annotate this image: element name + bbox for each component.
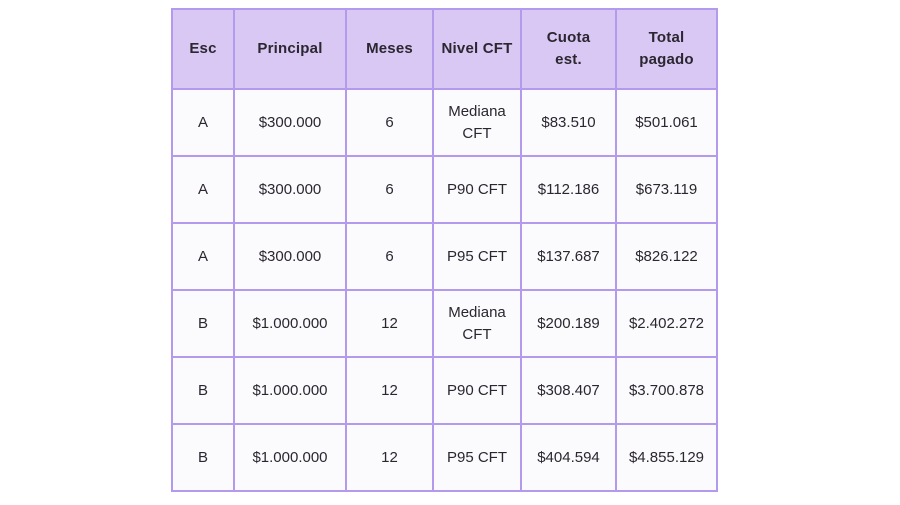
cell-esc: A [171, 88, 235, 157]
cell-nivel-cft: Mediana CFT [432, 88, 522, 157]
cell-total-pagado: $2.402.272 [615, 289, 718, 358]
cell-nivel-cft: Mediana CFT [432, 289, 522, 358]
cell-esc: A [171, 155, 235, 224]
table-row: A $300.000 6 Mediana CFT $83.510 $501.06… [171, 88, 718, 157]
table-row: A $300.000 6 P90 CFT $112.186 $673.119 [171, 155, 718, 224]
cell-total-pagado: $826.122 [615, 222, 718, 291]
table-body: A $300.000 6 Mediana CFT $83.510 $501.06… [171, 88, 718, 492]
cell-esc: B [171, 289, 235, 358]
cell-meses: 12 [345, 356, 434, 425]
table-row: B $1.000.000 12 P95 CFT $404.594 $4.855.… [171, 423, 718, 492]
cell-principal: $1.000.000 [233, 423, 347, 492]
column-header-nivel-cft: Nivel CFT [432, 8, 522, 90]
cell-principal: $300.000 [233, 222, 347, 291]
cell-nivel-cft: P95 CFT [432, 423, 522, 492]
cell-esc: B [171, 356, 235, 425]
cell-esc: A [171, 222, 235, 291]
cell-total-pagado: $4.855.129 [615, 423, 718, 492]
cell-cuota-est: $404.594 [520, 423, 617, 492]
cell-meses: 12 [345, 423, 434, 492]
cell-nivel-cft: P90 CFT [432, 155, 522, 224]
cell-principal: $1.000.000 [233, 356, 347, 425]
cell-principal: $300.000 [233, 155, 347, 224]
cell-meses: 6 [345, 222, 434, 291]
cell-cuota-est: $112.186 [520, 155, 617, 224]
table-header: Esc Principal Meses Nivel CFT Cuota est.… [171, 8, 718, 90]
table-row: B $1.000.000 12 P90 CFT $308.407 $3.700.… [171, 356, 718, 425]
cell-cuota-est: $200.189 [520, 289, 617, 358]
cell-cuota-est: $137.687 [520, 222, 617, 291]
header-row: Esc Principal Meses Nivel CFT Cuota est.… [171, 8, 718, 90]
column-header-total-pagado: Total pagado [615, 8, 718, 90]
cell-total-pagado: $3.700.878 [615, 356, 718, 425]
cell-total-pagado: $501.061 [615, 88, 718, 157]
cell-nivel-cft: P95 CFT [432, 222, 522, 291]
cell-esc: B [171, 423, 235, 492]
cell-principal: $300.000 [233, 88, 347, 157]
column-header-cuota-est: Cuota est. [520, 8, 617, 90]
cell-meses: 12 [345, 289, 434, 358]
cell-cuota-est: $83.510 [520, 88, 617, 157]
cell-nivel-cft: P90 CFT [432, 356, 522, 425]
cell-meses: 6 [345, 155, 434, 224]
column-header-principal: Principal [233, 8, 347, 90]
table-row: A $300.000 6 P95 CFT $137.687 $826.122 [171, 222, 718, 291]
table-row: B $1.000.000 12 Mediana CFT $200.189 $2.… [171, 289, 718, 358]
loan-scenarios-table: Esc Principal Meses Nivel CFT Cuota est.… [171, 8, 718, 492]
cell-cuota-est: $308.407 [520, 356, 617, 425]
column-header-meses: Meses [345, 8, 434, 90]
cell-principal: $1.000.000 [233, 289, 347, 358]
loan-scenarios-table-container: Esc Principal Meses Nivel CFT Cuota est.… [171, 8, 718, 492]
cell-meses: 6 [345, 88, 434, 157]
column-header-esc: Esc [171, 8, 235, 90]
cell-total-pagado: $673.119 [615, 155, 718, 224]
